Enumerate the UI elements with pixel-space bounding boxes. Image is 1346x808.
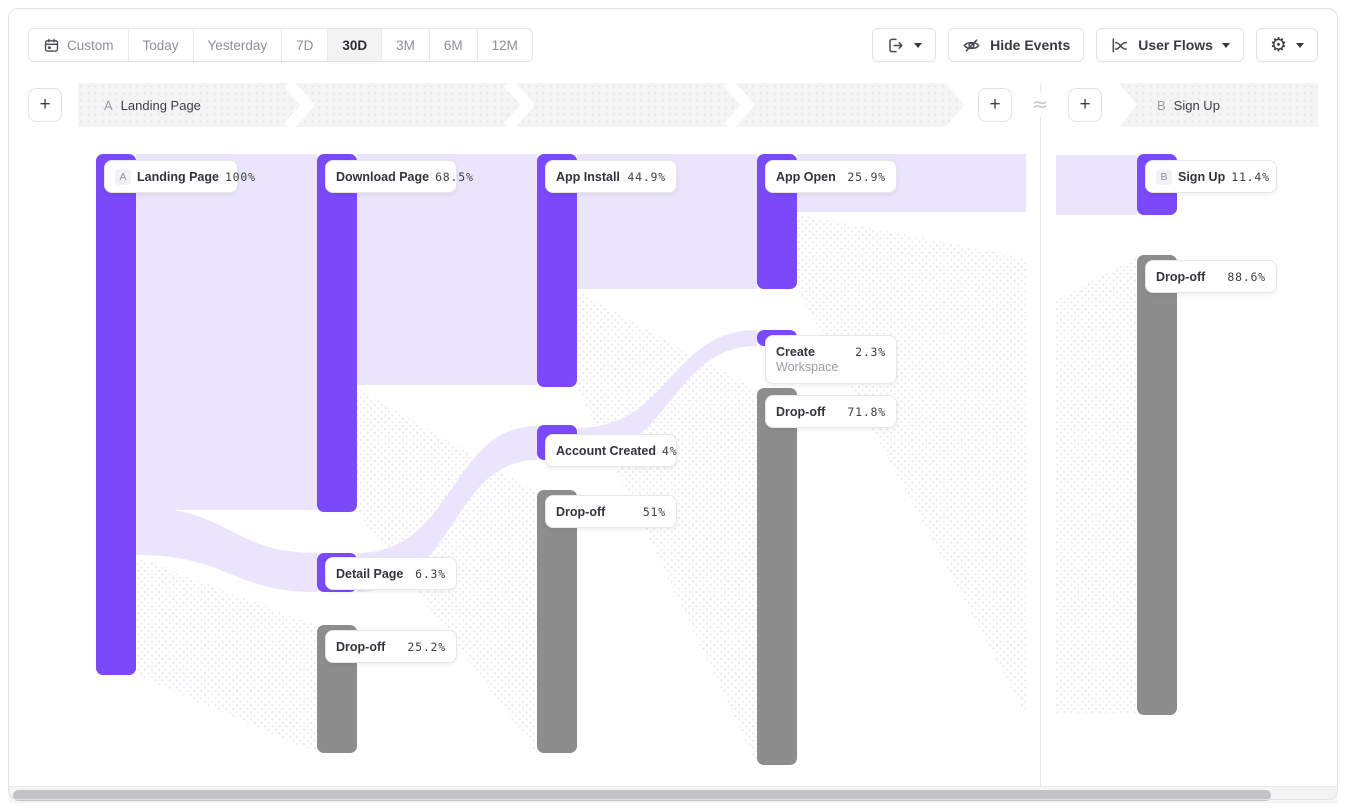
date-today-button[interactable]: Today xyxy=(128,29,194,61)
add-event-b-button[interactable]: + xyxy=(1068,88,1102,122)
step-separator-chevron xyxy=(284,83,314,127)
date-7d-button[interactable]: 7D xyxy=(282,29,329,61)
flow-appinstall-dropoff xyxy=(577,291,757,765)
date-3m-button[interactable]: 3M xyxy=(382,29,430,61)
node-label-landing-page[interactable]: A Landing Page 100% xyxy=(104,160,255,193)
flow-left-signup xyxy=(1056,155,1137,215)
step-separator-chevron xyxy=(504,83,534,127)
toolbar: Custom Today Yesterday 7D 30D 3M 6M 12M xyxy=(0,0,1346,76)
approx-separator: ≈ xyxy=(1027,93,1053,117)
flow-step-a-band[interactable]: A Landing Page xyxy=(78,83,965,127)
calendar-icon xyxy=(44,38,59,52)
chevron-down-icon xyxy=(1221,43,1230,48)
flow-landing-dropoff xyxy=(136,557,317,753)
hide-events-label: Hide Events xyxy=(990,37,1071,53)
flow-appopen-dropoff xyxy=(797,214,1026,715)
step-a-badge: A xyxy=(115,168,131,185)
node-label-download-page[interactable]: Download Page 68.5% xyxy=(325,160,473,193)
panel-divider xyxy=(1040,83,1041,786)
add-event-between-button[interactable]: + xyxy=(978,88,1012,122)
node-bar-drop-off-step3[interactable] xyxy=(537,490,577,753)
step-a-letter: A xyxy=(104,97,113,113)
chart-type-label: User Flows xyxy=(1138,37,1213,53)
settings-button[interactable]: ⚙ xyxy=(1255,28,1318,62)
node-bar-drop-off-step4[interactable] xyxy=(757,388,797,765)
toolbar-right-group: Hide Events User Flows ⚙ xyxy=(872,28,1318,62)
user-flows-icon xyxy=(1112,37,1128,52)
chevron-down-icon xyxy=(1296,43,1304,48)
step-b-badge: B xyxy=(1156,168,1172,185)
node-bar-download-page[interactable] xyxy=(317,154,357,512)
date-yesterday-button[interactable]: Yesterday xyxy=(193,29,283,61)
step-separator-chevron xyxy=(724,83,754,127)
step-a-label: Landing Page xyxy=(120,97,201,113)
step-b-label: Sign Up xyxy=(1173,97,1220,113)
flow-landing-download xyxy=(136,154,317,510)
date-12m-button[interactable]: 12M xyxy=(477,29,532,61)
node-label-sign-up[interactable]: B Sign Up 11.4% xyxy=(1145,160,1277,193)
node-label-account-created[interactable]: Account Created 4% xyxy=(545,434,677,467)
date-custom-button[interactable]: Custom xyxy=(29,29,129,61)
scrollbar-thumb[interactable] xyxy=(13,790,1271,801)
node-label-app-install[interactable]: App Install 44.9% xyxy=(545,160,677,193)
add-event-a-button[interactable]: + xyxy=(28,88,62,122)
step-b-letter: B xyxy=(1157,97,1166,113)
node-label-drop-off-step2[interactable]: Drop-off 25.2% xyxy=(325,630,457,663)
flow-landing-detail xyxy=(136,507,317,592)
gear-icon: ⚙ xyxy=(1269,33,1287,56)
node-label-detail-page[interactable]: Detail Page 6.3% xyxy=(325,557,457,590)
date-30d-button[interactable]: 30D xyxy=(328,29,383,61)
chevron-down-icon xyxy=(914,43,923,48)
export-button[interactable] xyxy=(872,28,937,62)
node-label-drop-off-step3[interactable]: Drop-off 51% xyxy=(545,495,677,528)
horizontal-scrollbar[interactable] xyxy=(9,786,1337,803)
node-bar-drop-off-b[interactable] xyxy=(1137,255,1177,715)
node-label-drop-off-b[interactable]: Drop-off 88.6% xyxy=(1145,260,1277,293)
node-label-create-workspace[interactable]: Create 2.3% Workspace xyxy=(765,335,897,384)
chart-type-button[interactable]: User Flows xyxy=(1096,28,1244,62)
eye-off-icon xyxy=(963,38,980,52)
export-icon xyxy=(889,38,903,52)
node-label-drop-off-step4[interactable]: Drop-off 71.8% xyxy=(765,395,897,428)
hide-events-button[interactable]: Hide Events xyxy=(948,28,1085,62)
date-range-control: Custom Today Yesterday 7D 30D 3M 6M 12M xyxy=(28,28,533,62)
date-range-label: Custom xyxy=(67,37,114,53)
flow-signup-dropoff xyxy=(1056,257,1137,713)
node-label-app-open[interactable]: App Open 25.9% xyxy=(765,160,897,193)
node-bar-landing-page[interactable] xyxy=(96,154,136,675)
flow-step-b-band[interactable]: B Sign Up xyxy=(1119,83,1318,127)
date-6m-button[interactable]: 6M xyxy=(429,29,478,61)
